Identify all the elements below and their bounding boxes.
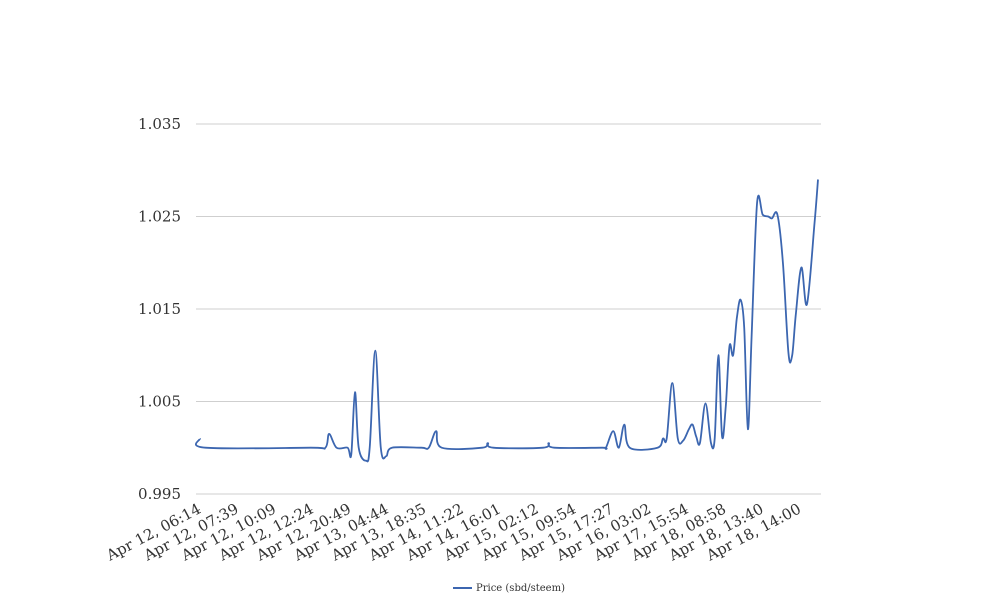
y-tick-label: 1.015 <box>138 300 181 318</box>
y-tick-label: 1.025 <box>138 208 181 226</box>
gridlines <box>196 123 821 495</box>
legend: Price (sbd/steem) <box>453 583 565 594</box>
y-tick-label: 1.035 <box>138 115 181 133</box>
y-tick-label: 0.995 <box>138 485 181 503</box>
y-axis-ticks: 1.035 1.025 1.015 1.005 0.995 <box>138 115 181 503</box>
y-tick-label: 1.005 <box>138 393 181 411</box>
series-line-price <box>195 179 819 463</box>
legend-label-price: Price (sbd/steem) <box>476 583 565 594</box>
series-layer <box>195 179 819 463</box>
